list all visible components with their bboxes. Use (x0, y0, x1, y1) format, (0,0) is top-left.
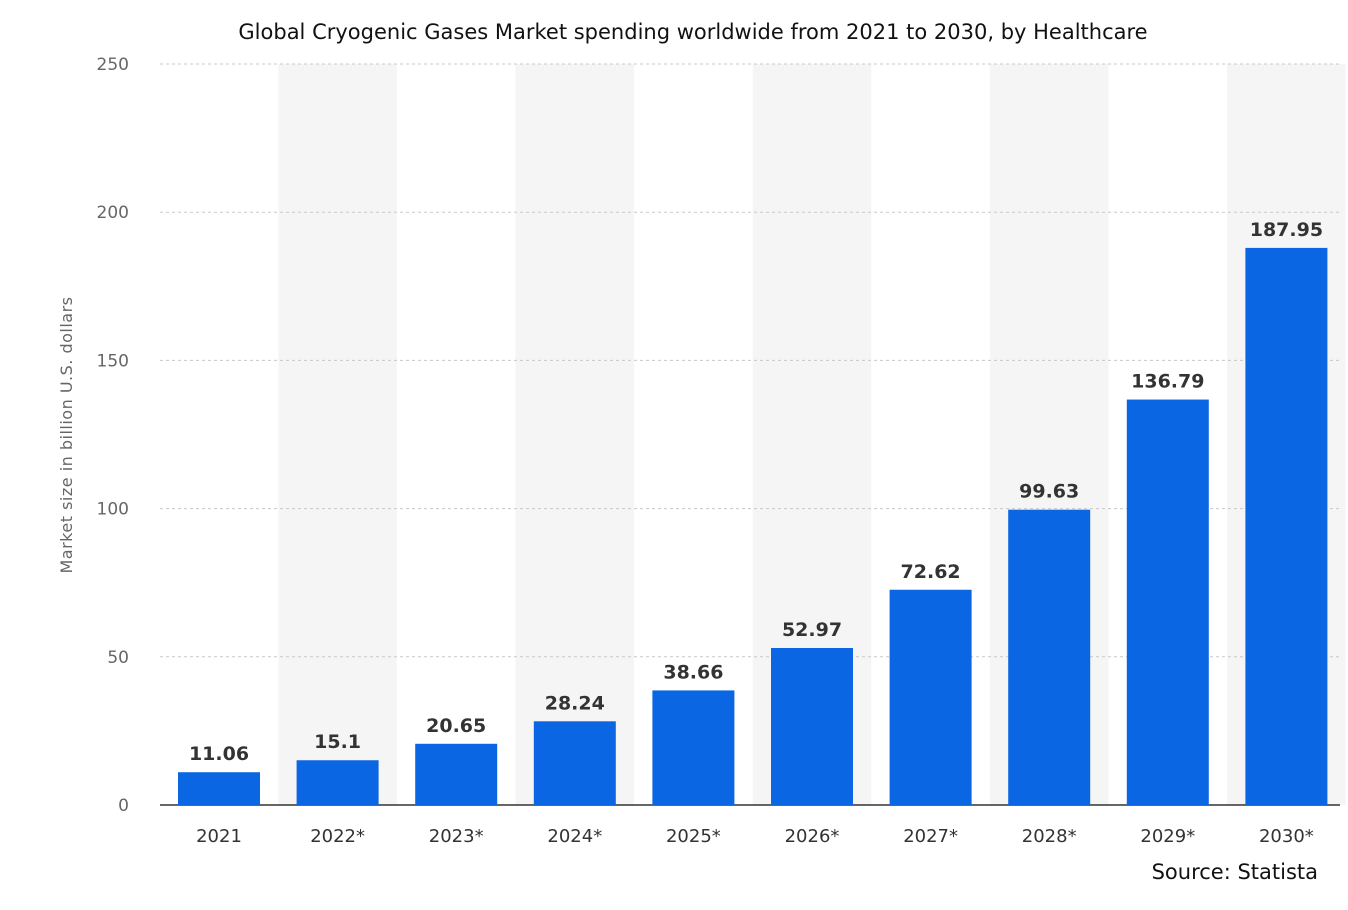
y-tick-label: 50 (107, 648, 129, 668)
bar (771, 647, 853, 805)
x-tick-label: 2026* (785, 826, 840, 847)
value-labels: 11.06 15.1 20.65 28.24 38.66 52.97 72.62 99.63 1… (189, 219, 1323, 765)
value-label: 15.1 (314, 731, 361, 753)
y-tick-label: 250 (97, 55, 129, 75)
bar (1126, 399, 1209, 805)
bar (178, 772, 260, 805)
y-axis-ticks: 0 50 100 150 200 250 (97, 55, 129, 816)
source-note: Source: Statista (1151, 860, 1318, 884)
bar (296, 760, 379, 805)
bar (533, 721, 616, 805)
x-tick-label: 2022* (310, 826, 365, 847)
x-tick-label: 2025* (666, 826, 721, 847)
value-label: 187.95 (1250, 219, 1323, 241)
y-tick-label: 200 (97, 203, 129, 223)
x-tick-label: 2030* (1259, 826, 1314, 847)
y-tick-label: 150 (97, 351, 129, 371)
bar (889, 589, 972, 805)
value-label: 11.06 (189, 743, 249, 765)
x-tick-label: 2029* (1140, 826, 1195, 847)
x-tick-label: 2024* (547, 826, 602, 847)
x-axis-ticks: 2021 2022* 2023* 2024* 2025* 2026* 2027* 2028* 2… (196, 826, 1314, 847)
chart-title: Global Cryogenic Gases Market spending w… (238, 20, 1148, 44)
y-tick-label: 100 (97, 500, 129, 520)
x-tick-label: 2021 (196, 826, 242, 847)
value-label: 38.66 (663, 661, 723, 683)
x-tick-label: 2027* (903, 826, 958, 847)
value-label: 72.62 (901, 561, 961, 583)
value-label: 136.79 (1131, 371, 1204, 393)
bar (1008, 509, 1091, 805)
value-label: 99.63 (1019, 481, 1079, 503)
y-tick-label: 0 (118, 796, 129, 816)
y-axis-label: Market size in billion U.S. dollars (57, 297, 76, 574)
bar (652, 690, 735, 805)
x-tick-label: 2023* (429, 826, 484, 847)
bar (1245, 247, 1328, 805)
value-label: 28.24 (545, 692, 605, 714)
column-band (278, 64, 397, 805)
bar (415, 743, 498, 805)
value-label: 52.97 (782, 619, 842, 641)
bars (178, 247, 1328, 805)
column-band (515, 64, 635, 805)
x-tick-label: 2028* (1022, 826, 1077, 847)
value-label: 20.65 (426, 715, 486, 737)
